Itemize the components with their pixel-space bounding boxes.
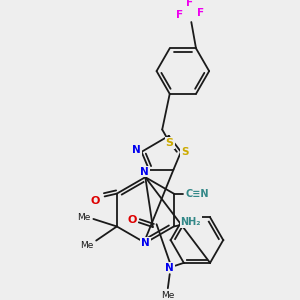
Text: F: F xyxy=(186,0,193,8)
Text: O: O xyxy=(128,215,137,226)
Text: Me: Me xyxy=(77,213,91,222)
Text: N: N xyxy=(141,238,150,248)
Text: N: N xyxy=(165,262,174,272)
Text: S: S xyxy=(181,147,188,157)
Text: C≡N: C≡N xyxy=(185,189,209,199)
Text: S: S xyxy=(166,138,174,148)
Text: N: N xyxy=(133,145,141,155)
Text: Me: Me xyxy=(80,241,94,250)
Text: O: O xyxy=(91,196,100,206)
Text: F: F xyxy=(197,8,204,18)
Text: Me: Me xyxy=(161,291,175,300)
Text: NH₂: NH₂ xyxy=(180,217,201,227)
Text: N: N xyxy=(140,167,149,177)
Text: F: F xyxy=(176,10,184,20)
